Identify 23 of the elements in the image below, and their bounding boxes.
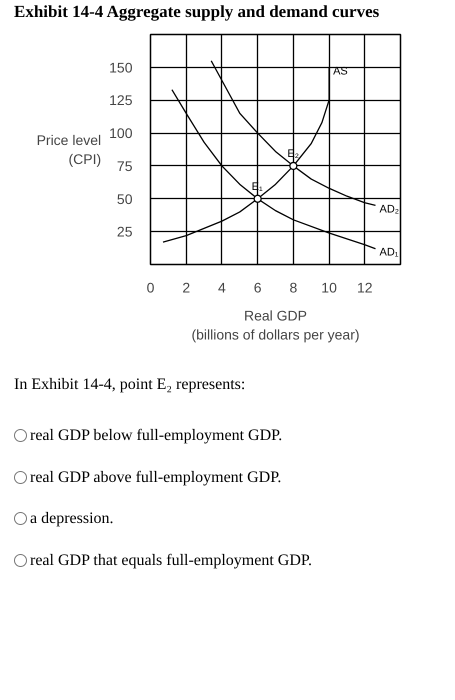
- x-tick-label: 6: [254, 280, 262, 296]
- y-tick-label: 25: [116, 224, 133, 240]
- text: real GDP above full-employment GDP.: [30, 468, 282, 486]
- x-axis-title: Real GDP (billions of dollars per year): [191, 308, 360, 343]
- text: a depression.: [30, 510, 114, 528]
- x-tick-label: 4: [218, 280, 226, 296]
- x-tick-label: 12: [357, 280, 373, 296]
- x-tick-label: 2: [182, 280, 190, 296]
- x-tick-label: 10: [321, 280, 338, 296]
- text: In Exhibit 14-4, point E₂ represents:: [14, 375, 246, 396]
- y-tick-label: 75: [116, 158, 133, 174]
- chart-title: Exhibit 14-4 Aggregate supply and demand curves: [14, 1, 380, 23]
- y-axis-title: Price level (CPI): [36, 132, 102, 168]
- x-tick-label: 0: [146, 280, 155, 296]
- y-tick-label: 125: [109, 92, 133, 108]
- y-tick-label: 50: [116, 191, 133, 208]
- y-tick-label: 100: [109, 125, 133, 142]
- text: real GDP that equals full-employment GDP.: [30, 552, 312, 569]
- text: real GDP below full-employment GDP.: [30, 427, 282, 444]
- series-label: AD₂: [380, 204, 400, 216]
- x-tick-label: 8: [289, 280, 298, 296]
- y-tick-label: 150: [109, 60, 133, 76]
- series-label: AD₁: [380, 247, 399, 260]
